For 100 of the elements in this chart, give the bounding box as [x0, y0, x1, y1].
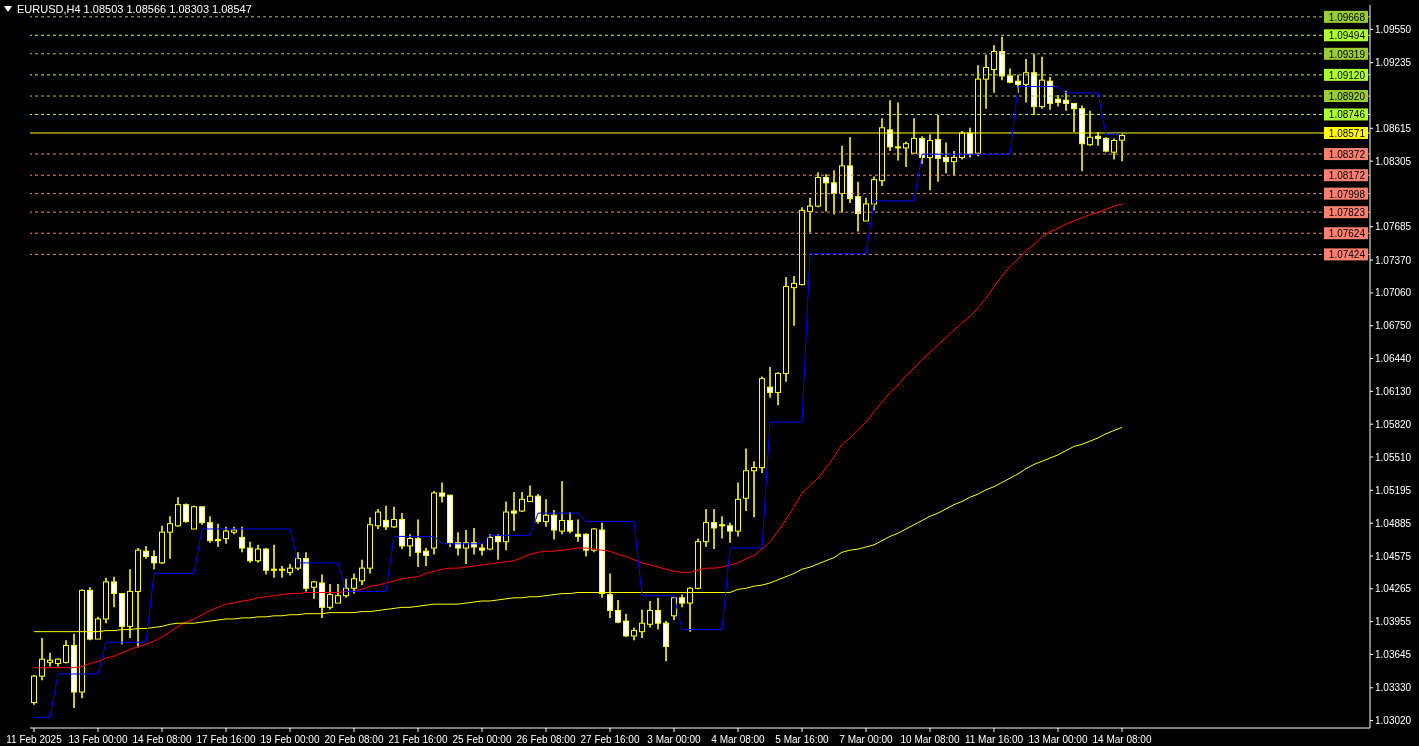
x-tick-label: 27 Feb 16:00: [580, 734, 640, 745]
candlestick: [391, 505, 397, 529]
ref-line-label: 1.08920: [1328, 91, 1366, 103]
candlestick: [271, 544, 277, 579]
candlestick: [623, 612, 629, 638]
y-tick-label: 1.07370: [1375, 254, 1412, 266]
candlestick: [831, 169, 837, 216]
ref-line-label: 1.08746: [1328, 109, 1366, 121]
candlestick: [455, 531, 461, 557]
candlestick: [335, 583, 341, 604]
x-tick-label: 19 Feb 00:00: [260, 734, 320, 745]
candlestick: [951, 150, 957, 177]
x-tick-label: 26 Feb 08:00: [516, 734, 576, 745]
candlestick: [991, 44, 997, 94]
candlestick: [903, 140, 909, 168]
candlestick: [327, 583, 333, 611]
candlestick: [639, 608, 645, 639]
ref-line-label: 1.07998: [1328, 188, 1366, 200]
candlestick: [495, 533, 501, 561]
y-tick-label: 1.03020: [1375, 715, 1412, 727]
ref-line-label: 1.09319: [1328, 48, 1366, 60]
x-tick-label: 21 Feb 16:00: [388, 734, 448, 745]
candlestick: [375, 508, 381, 530]
candlestick: [47, 652, 53, 668]
candlestick: [863, 196, 869, 222]
y-tick-label: 1.03645: [1375, 648, 1412, 660]
y-tick-label: 1.06750: [1375, 320, 1412, 332]
candlestick: [207, 515, 213, 544]
y-tick-label: 1.04575: [1375, 550, 1412, 562]
candlestick: [215, 522, 221, 548]
candlestick: [543, 498, 549, 528]
candlestick: [151, 549, 157, 571]
x-tick-label: 3 Mar 00:00: [647, 734, 702, 745]
x-tick-label: 5 Mar 16:00: [775, 734, 830, 745]
x-tick-label: 11 Mar 16:00: [964, 734, 1024, 745]
x-tick-label: 13 Mar 00:00: [1028, 734, 1088, 745]
candlestick: [1047, 76, 1053, 111]
x-tick-label: 14 Feb 08:00: [132, 734, 192, 745]
y-tick-label: 1.05510: [1375, 451, 1412, 463]
ref-line-label: 1.08372: [1328, 149, 1366, 161]
y-tick-label: 1.04885: [1375, 517, 1412, 529]
candlestick: [511, 491, 517, 532]
candlestick: [751, 460, 757, 519]
x-tick-label: 25 Feb 00:00: [452, 734, 512, 745]
candlestick: [591, 527, 597, 554]
candlestick: [559, 480, 565, 536]
ref-line-label: 1.09668: [1328, 11, 1366, 23]
candlestick: [359, 558, 365, 586]
candlestick: [239, 526, 245, 554]
candlestick: [247, 540, 253, 564]
candlestick: [663, 620, 669, 663]
candlestick: [1111, 137, 1117, 161]
x-tick-label: 4 Mar 08:00: [711, 734, 766, 745]
candlestick: [415, 518, 421, 568]
candlestick: [423, 547, 429, 567]
candlestick: [175, 496, 181, 528]
x-tick-label: 7 Mar 00:00: [839, 734, 894, 745]
ref-line-label: 1.07624: [1328, 228, 1366, 240]
ref-line-label: 1.08571: [1328, 127, 1366, 139]
y-tick-label: 1.08615: [1375, 122, 1412, 134]
candlestick: [727, 521, 733, 544]
candlestick: [383, 504, 389, 531]
x-tick-label: 13 Feb 00:00: [68, 734, 128, 745]
candlestick: [823, 173, 829, 213]
y-tick-label: 1.09235: [1375, 57, 1412, 69]
y-tick-label: 1.03955: [1375, 616, 1412, 628]
candlestick: [263, 547, 269, 576]
candlestick: [471, 527, 477, 556]
candlestick: [855, 180, 861, 233]
y-tick-label: 1.05820: [1375, 418, 1412, 430]
ref-line-label: 1.09494: [1328, 30, 1366, 42]
ref-line-label: 1.09120: [1328, 69, 1366, 81]
candlestick: [167, 515, 173, 560]
candlestick: [655, 597, 661, 631]
y-tick-label: 1.04265: [1375, 583, 1412, 595]
candlestick: [647, 600, 653, 629]
candlestick: [767, 366, 773, 399]
candlestick: [407, 533, 413, 558]
y-tick-label: 1.07685: [1375, 221, 1412, 233]
candlestick: [39, 637, 45, 682]
candlestick: [1063, 89, 1069, 112]
candlestick: [791, 275, 797, 327]
candlestick: [943, 141, 949, 175]
candlestick: [919, 135, 925, 165]
x-tick-label: 20 Feb 08:00: [324, 734, 384, 745]
ref-line-label: 1.07823: [1328, 207, 1366, 219]
y-tick-label: 1.03330: [1375, 682, 1412, 694]
candlestick: [1023, 58, 1029, 104]
candlestick: [351, 572, 357, 595]
x-tick-label: 11 Feb 2025: [6, 734, 63, 745]
candlestick: [567, 511, 573, 535]
y-tick-label: 1.07060: [1375, 287, 1412, 299]
y-tick-label: 1.06440: [1375, 353, 1412, 365]
candlestick: [719, 515, 725, 540]
candlestick: [463, 529, 469, 565]
y-tick-label: 1.09550: [1375, 23, 1412, 35]
candlestick: [711, 508, 717, 550]
candlestick: [983, 53, 989, 110]
y-tick-label: 1.05195: [1375, 484, 1412, 496]
ref-line-label: 1.07424: [1328, 249, 1366, 261]
